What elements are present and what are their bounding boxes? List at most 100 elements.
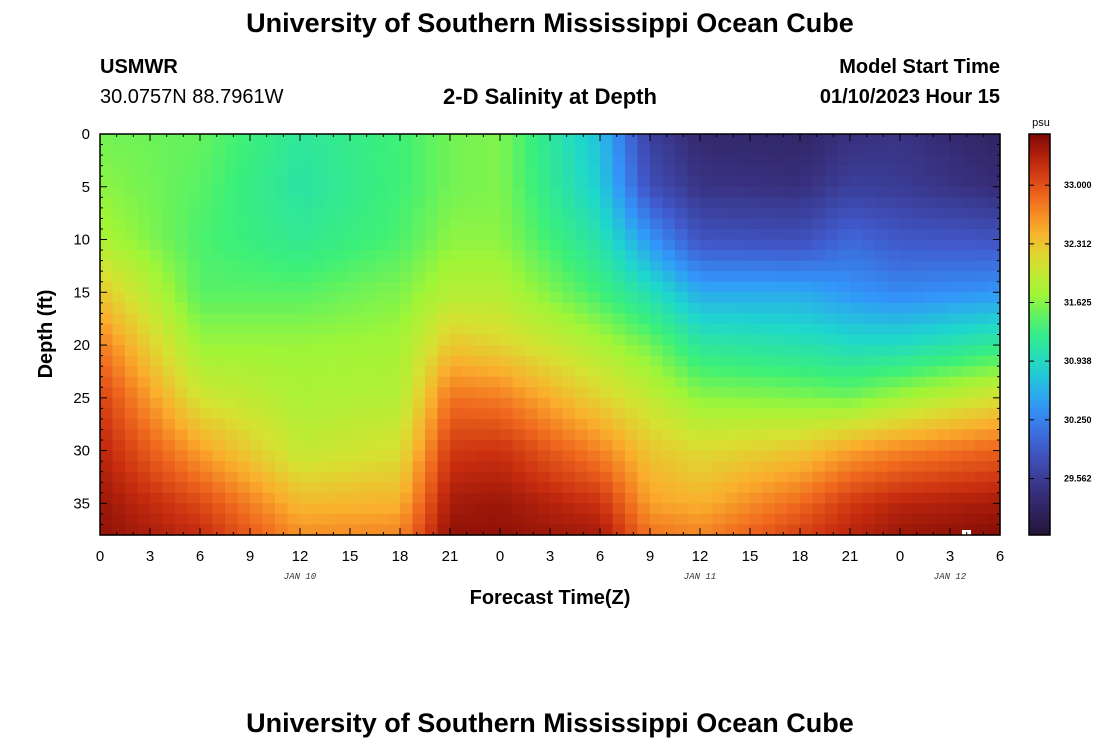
heatmap-cell — [425, 250, 439, 262]
heatmap-cell — [837, 376, 851, 388]
heatmap-cell — [325, 513, 339, 526]
heatmap-cell — [425, 418, 439, 431]
heatmap-cell — [550, 250, 564, 262]
heatmap-cell — [162, 271, 176, 283]
heatmap-cell — [412, 155, 426, 167]
heatmap-cell — [600, 418, 614, 431]
heatmap-cell — [325, 450, 339, 462]
heatmap-cell — [912, 461, 926, 473]
heatmap-cell — [162, 355, 176, 367]
heatmap-cell — [762, 366, 776, 378]
heatmap-cell — [287, 376, 301, 388]
heatmap-cell — [137, 207, 151, 220]
heatmap-cell — [675, 323, 689, 336]
heatmap-cell — [362, 450, 376, 462]
heatmap-cell — [675, 355, 689, 367]
heatmap-cell — [387, 471, 401, 483]
heatmap-cell — [200, 302, 214, 314]
heatmap-cell — [925, 334, 939, 346]
heatmap-cell — [262, 271, 276, 283]
heatmap-cell — [887, 186, 901, 198]
heatmap-cell — [237, 355, 251, 367]
heatmap-cell — [312, 471, 326, 483]
heatmap-cell — [237, 144, 251, 156]
heatmap-cell — [350, 155, 364, 167]
heatmap-cell — [250, 334, 264, 346]
x-tick-label: 3 — [146, 548, 154, 565]
heatmap-cell — [100, 207, 114, 220]
heatmap-cell — [512, 207, 526, 220]
heatmap-cell — [787, 345, 801, 357]
heatmap-cell — [412, 450, 426, 462]
heatmap-cell — [600, 387, 614, 399]
heatmap-cell — [450, 281, 464, 293]
heatmap-cell — [100, 239, 114, 251]
heatmap-cell — [687, 397, 701, 409]
heatmap-cell — [287, 503, 301, 515]
heatmap-cell — [212, 461, 226, 473]
heatmap-cell — [512, 408, 526, 420]
heatmap-cell — [187, 292, 201, 304]
y-tick-label: 20 — [73, 337, 90, 354]
heatmap-cell — [775, 482, 789, 494]
heatmap-cell — [962, 450, 976, 462]
heatmap-cell — [625, 524, 639, 536]
heatmap-cell — [437, 260, 451, 272]
heatmap-cell — [400, 144, 414, 156]
heatmap-cell — [262, 334, 276, 346]
heatmap-cell — [625, 313, 639, 325]
heatmap-cell — [312, 482, 326, 494]
heatmap-cell — [800, 492, 814, 504]
heatmap-cell — [462, 513, 476, 526]
heatmap-cell — [300, 513, 314, 526]
heatmap-cell — [112, 513, 126, 526]
heatmap-cell — [612, 176, 626, 188]
heatmap-cell — [350, 207, 364, 220]
heatmap-cell — [912, 292, 926, 304]
heatmap-cell — [675, 197, 689, 209]
heatmap-cell — [125, 524, 139, 536]
heatmap-cell — [887, 408, 901, 420]
heatmap-cell — [737, 207, 751, 220]
heatmap-cell — [187, 250, 201, 262]
heatmap-cell — [887, 471, 901, 483]
heatmap-cell — [525, 313, 539, 325]
heatmap-cell — [675, 482, 689, 494]
heatmap-cell — [562, 461, 576, 473]
heatmap-cell — [562, 197, 576, 209]
heatmap-cell — [150, 366, 164, 378]
heatmap-cell — [550, 323, 564, 336]
heatmap-cell — [337, 503, 351, 515]
heatmap-cell — [800, 155, 814, 167]
heatmap-cell — [262, 144, 276, 156]
heatmap-cell — [100, 134, 114, 146]
heatmap-cell — [575, 461, 589, 473]
heatmap-cell — [687, 440, 701, 452]
heatmap-cell — [737, 397, 751, 409]
heatmap-cell — [925, 313, 939, 325]
heatmap-cell — [450, 218, 464, 230]
heatmap-cell — [725, 271, 739, 283]
heatmap-cell — [862, 408, 876, 420]
heatmap-cell — [425, 228, 439, 241]
heatmap-cell — [912, 313, 926, 325]
heatmap-cell — [462, 302, 476, 314]
heatmap-cell — [275, 207, 289, 220]
heatmap-cell — [150, 155, 164, 167]
heatmap-cell — [512, 524, 526, 536]
heatmap-cell — [737, 313, 751, 325]
heatmap-cell — [987, 376, 1001, 388]
heatmap-cell — [875, 482, 889, 494]
heatmap-cell — [887, 302, 901, 314]
heatmap-cell — [600, 429, 614, 441]
heatmap-cell — [275, 239, 289, 251]
heatmap-cell — [575, 271, 589, 283]
heatmap-cell — [550, 313, 564, 325]
heatmap-cell — [375, 355, 389, 367]
heatmap-cell — [212, 376, 226, 388]
heatmap-cell — [187, 218, 201, 230]
heatmap-cell — [875, 429, 889, 441]
heatmap-cell — [562, 503, 576, 515]
heatmap-cell — [262, 313, 276, 325]
heatmap-cell — [437, 134, 451, 146]
